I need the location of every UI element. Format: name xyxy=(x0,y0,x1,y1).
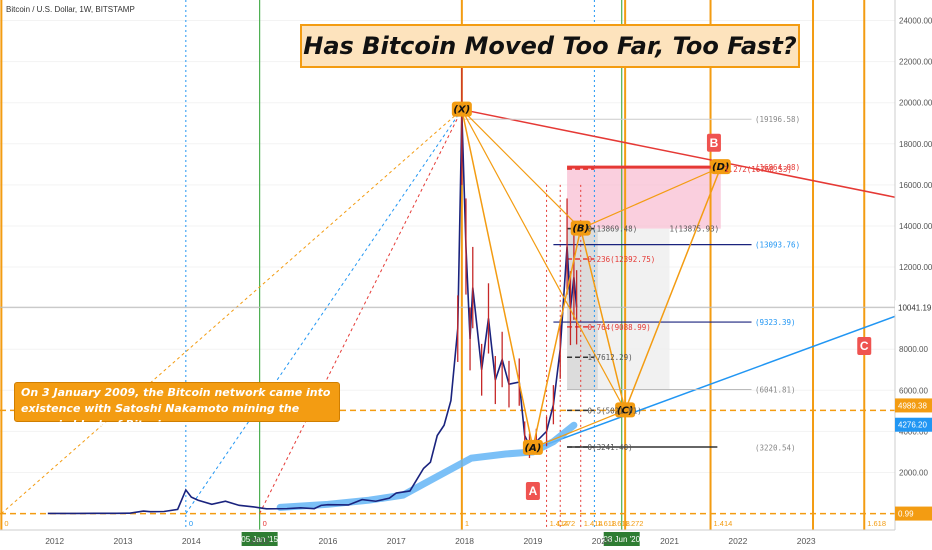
x-tick-label: 2021 xyxy=(660,536,679,546)
date-badge xyxy=(603,532,640,546)
wave-letter: B xyxy=(710,136,719,150)
chart-labels: 1(13875.93) 0(13869.48) 0.236(12392.75) 0.7… xyxy=(4,115,886,546)
fib-time-label: 1.272 xyxy=(556,519,575,528)
pattern-point-badge xyxy=(615,402,636,418)
sell-zone xyxy=(567,167,721,229)
y-tick-label: 6000.00 xyxy=(899,386,928,395)
pattern-point-label: (B) xyxy=(572,224,589,235)
support-price-tag xyxy=(895,398,932,413)
fib-level-label: 1(7612.29) xyxy=(588,353,633,362)
retracement-zone-dark xyxy=(567,228,598,390)
price-level-label: (6041.81) xyxy=(755,385,796,394)
x-tick-label: 2022 xyxy=(728,536,747,546)
wave-letter-badge xyxy=(706,133,721,152)
wave-letter-badge xyxy=(857,336,872,355)
price-level-label: (19196.58) xyxy=(755,115,800,124)
fib-time-label: 0 xyxy=(263,519,267,528)
fib-time-label: 1.618 xyxy=(597,519,616,528)
fib-time-label: 1.618 xyxy=(611,519,630,528)
trend-price-tag-text: 4276.20 xyxy=(898,421,927,430)
y-tick-label: 14000.00 xyxy=(899,222,932,231)
trend-line-blue xyxy=(525,315,896,453)
wave-letter-badge xyxy=(525,481,540,500)
date-badge-label: 08 Jun '20 xyxy=(603,535,640,544)
fib-level-label: 0(3241.40) xyxy=(588,443,633,452)
x-tick-label: 2014 xyxy=(182,536,201,546)
y-axis-panel xyxy=(895,0,932,550)
date-badge xyxy=(241,532,278,546)
ticker-label: Bitcoin / U.S. Dollar, 1W, BITSTAMP xyxy=(6,5,135,14)
fib-time-label: 1.618 xyxy=(867,519,886,528)
moving-average-band xyxy=(276,421,578,511)
price-level-label: (9323.39) xyxy=(755,318,796,327)
y-tick-label: 24000.00 xyxy=(899,17,932,26)
base-price-tag-text: 0.99 xyxy=(898,510,914,519)
y-tick-label: 2000.00 xyxy=(899,468,928,477)
wave-letter: C xyxy=(860,339,869,353)
pattern-point-label: (A) xyxy=(524,443,541,454)
x-tick-label: 2016 xyxy=(318,536,337,546)
fib-time-label: 1.272 xyxy=(625,519,644,528)
fib-time-label: 1 xyxy=(465,519,469,528)
x-tick-label: 2017 xyxy=(387,536,406,546)
price-level-label: (3220.54) xyxy=(755,443,796,452)
wave-letter: A xyxy=(529,484,538,498)
current-price-tag-text: 10041.19 xyxy=(898,303,932,312)
x-tick-label: 2023 xyxy=(797,536,816,546)
fib-level-label: 0.5(5021.81) xyxy=(588,406,642,415)
y-tick-label: 20000.00 xyxy=(899,99,932,108)
price-series xyxy=(47,40,578,515)
trend-price-tag xyxy=(895,417,932,432)
harmonic-pattern: (X) (A) (B) (C) (D) A B C xyxy=(451,101,872,500)
pattern-diagonal xyxy=(532,409,626,449)
fib-level-label: 0.764(9088.99) xyxy=(588,323,651,332)
genesis-annotation: On 3 January 2009, the Bitcoin network c… xyxy=(14,382,340,431)
fib-level-label: 0(13869.48) xyxy=(588,225,638,234)
fan-line-orange xyxy=(1,109,463,514)
support-price-tag-text: 4989.38 xyxy=(898,401,927,410)
fib-level-label: 1.272(16768.53) xyxy=(724,165,792,174)
pattern-point-label: (X) xyxy=(453,105,470,116)
y-tick-label: 22000.00 xyxy=(899,58,932,67)
pattern-point-label: (D) xyxy=(712,162,729,173)
trend-line-red xyxy=(461,108,896,198)
base-price-tag xyxy=(895,506,932,521)
y-tick-label: 12000.00 xyxy=(899,263,932,272)
pattern-diagonal xyxy=(580,166,722,230)
x-tick-label: 2018 xyxy=(455,536,474,546)
y-tick-label: 16000.00 xyxy=(899,181,932,190)
pattern-point-badge xyxy=(710,159,731,175)
pattern-diagonal xyxy=(461,109,582,230)
y-tick-label: 4000.00 xyxy=(899,427,928,436)
x-tick-label: 2019 xyxy=(523,536,542,546)
x-tick-label: 2015 xyxy=(250,536,269,546)
pattern-point-badge xyxy=(570,220,591,236)
chart-title: Has Bitcoin Moved Too Far, Too Fast? xyxy=(300,24,800,68)
y-tick-label: 8000.00 xyxy=(899,345,928,354)
pattern-point-badge xyxy=(522,439,543,455)
pattern-diagonal xyxy=(461,109,626,411)
date-badge-label: 05 Jan '15 xyxy=(241,535,278,544)
x-tick-label: 2020 xyxy=(592,536,611,546)
target-zones xyxy=(567,167,721,390)
fib-level-label: 0.236(12392.75) xyxy=(588,255,656,264)
price-level-label: (16864.08) xyxy=(755,163,800,172)
x-tick-label: 2012 xyxy=(45,536,64,546)
fib-time-label: 1.414 xyxy=(550,519,569,528)
fib-time-label: 0 xyxy=(4,519,8,528)
pattern-point-label: (C) xyxy=(617,405,633,416)
x-tick-label: 2013 xyxy=(114,536,133,546)
fib-time-label: 1.414 xyxy=(714,519,733,528)
pattern-point-badge xyxy=(451,101,472,117)
fib-time-label: 0 xyxy=(189,519,193,528)
fib-level-label: 1(13875.93) xyxy=(670,225,720,234)
drawing-lines xyxy=(0,0,896,530)
price-level-label: (13093.76) xyxy=(755,241,800,250)
current-price-tag xyxy=(895,300,932,315)
y-tick-label: 18000.00 xyxy=(899,140,932,149)
fib-time-label: 1.414 xyxy=(584,519,603,528)
